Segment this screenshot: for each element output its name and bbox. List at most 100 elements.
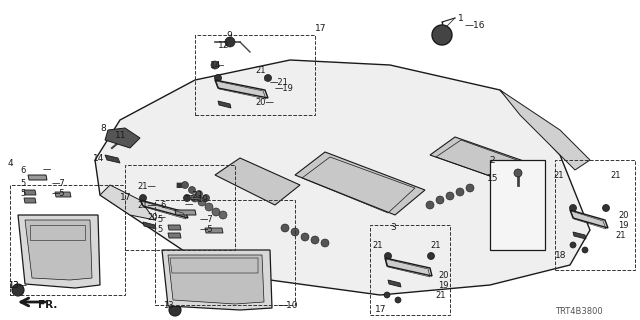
- Text: —: —: [43, 165, 51, 174]
- Text: 20: 20: [438, 270, 449, 279]
- Text: 5: 5: [20, 188, 25, 197]
- Circle shape: [202, 195, 209, 202]
- Polygon shape: [175, 210, 196, 215]
- Polygon shape: [168, 225, 181, 230]
- Polygon shape: [385, 258, 432, 276]
- Polygon shape: [28, 175, 47, 180]
- Circle shape: [198, 198, 206, 206]
- Circle shape: [219, 211, 227, 219]
- Text: 21—: 21—: [137, 181, 156, 190]
- Text: 13: 13: [8, 281, 19, 290]
- Text: 17: 17: [120, 194, 131, 203]
- Circle shape: [466, 184, 474, 192]
- Circle shape: [214, 75, 221, 82]
- Polygon shape: [500, 90, 590, 170]
- Text: 21: 21: [372, 241, 383, 250]
- Circle shape: [191, 194, 199, 202]
- Polygon shape: [168, 233, 181, 238]
- Text: 20—: 20—: [147, 213, 166, 222]
- Circle shape: [514, 169, 522, 177]
- Text: 11: 11: [115, 131, 127, 140]
- Text: —16: —16: [465, 20, 486, 29]
- Circle shape: [211, 61, 219, 69]
- Text: 15: 15: [487, 173, 499, 182]
- Circle shape: [311, 236, 319, 244]
- Circle shape: [205, 203, 213, 211]
- Text: 12: 12: [218, 41, 229, 50]
- Bar: [555, 160, 635, 270]
- Circle shape: [301, 233, 309, 241]
- Text: 5: 5: [157, 226, 163, 235]
- Text: 19: 19: [438, 281, 449, 290]
- Circle shape: [195, 190, 202, 197]
- Text: 20: 20: [618, 211, 628, 220]
- Text: 19: 19: [618, 220, 628, 229]
- Circle shape: [184, 195, 191, 202]
- Circle shape: [189, 187, 195, 194]
- Text: 6: 6: [160, 201, 165, 210]
- Bar: [155, 200, 295, 305]
- Text: TRT4B3800: TRT4B3800: [555, 308, 603, 316]
- Text: 14: 14: [210, 60, 221, 69]
- Polygon shape: [168, 255, 264, 304]
- Text: ■: ■: [175, 182, 182, 188]
- Text: 18: 18: [555, 251, 566, 260]
- Circle shape: [432, 25, 452, 45]
- Polygon shape: [100, 185, 155, 220]
- Polygon shape: [218, 101, 231, 108]
- Circle shape: [12, 284, 24, 296]
- Circle shape: [140, 195, 147, 202]
- Bar: [490, 160, 545, 250]
- Polygon shape: [140, 200, 188, 218]
- Text: —19: —19: [190, 196, 209, 204]
- Text: 21: 21: [553, 171, 563, 180]
- Text: —5: —5: [200, 226, 214, 235]
- Polygon shape: [205, 228, 223, 233]
- Bar: [10, 185, 125, 295]
- Circle shape: [436, 196, 444, 204]
- Polygon shape: [105, 128, 140, 148]
- Bar: [125, 165, 235, 250]
- Bar: [195, 35, 315, 115]
- Polygon shape: [215, 158, 300, 205]
- Polygon shape: [24, 198, 36, 203]
- Circle shape: [602, 204, 609, 212]
- Circle shape: [570, 242, 576, 248]
- Polygon shape: [55, 192, 71, 197]
- Polygon shape: [18, 215, 100, 288]
- Polygon shape: [295, 152, 425, 215]
- Text: ■: ■: [263, 75, 269, 81]
- Circle shape: [446, 192, 454, 200]
- Text: 13: 13: [163, 300, 173, 309]
- Polygon shape: [95, 60, 590, 295]
- Text: 21: 21: [255, 66, 266, 75]
- Text: —21: —21: [185, 190, 204, 199]
- Circle shape: [426, 201, 434, 209]
- Text: —19: —19: [275, 84, 294, 92]
- Text: —5: —5: [52, 188, 66, 197]
- Polygon shape: [570, 210, 608, 228]
- Text: 21: 21: [615, 230, 625, 239]
- Text: 17: 17: [315, 23, 326, 33]
- Circle shape: [169, 304, 181, 316]
- Circle shape: [212, 208, 220, 216]
- Circle shape: [281, 224, 289, 232]
- Polygon shape: [215, 80, 268, 98]
- Text: —: —: [185, 201, 193, 210]
- Text: —7: —7: [52, 179, 66, 188]
- Polygon shape: [430, 137, 535, 183]
- Circle shape: [582, 247, 588, 253]
- Circle shape: [428, 252, 435, 260]
- Text: 1: 1: [458, 13, 464, 22]
- Text: 4: 4: [8, 158, 13, 167]
- Circle shape: [321, 239, 329, 247]
- Circle shape: [182, 181, 189, 188]
- Text: —21: —21: [270, 77, 289, 86]
- Polygon shape: [388, 280, 401, 287]
- Text: 5: 5: [20, 179, 25, 188]
- Text: 3: 3: [390, 223, 396, 233]
- Circle shape: [385, 252, 392, 260]
- Circle shape: [384, 292, 390, 298]
- Text: 17: 17: [375, 306, 387, 315]
- Circle shape: [264, 75, 271, 82]
